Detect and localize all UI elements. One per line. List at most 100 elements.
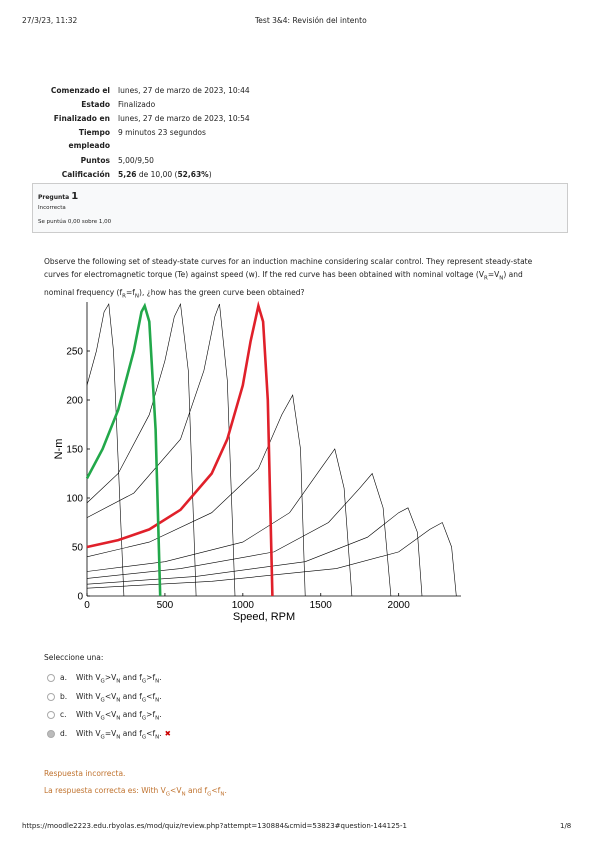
- text: .: [159, 710, 162, 719]
- text: ) and nominal frequency (f: [44, 270, 523, 297]
- option-text: With VG=VN and fG<fN. ✖: [76, 729, 171, 741]
- text: lunes, 27 de marzo de 2023, 10:44: [118, 86, 250, 95]
- summary-value: 9 minutos 23 segundos: [118, 126, 206, 139]
- curve: [86, 303, 236, 597]
- subscript: G: [141, 697, 147, 703]
- text: Observe the following set of steady-stat…: [44, 257, 533, 279]
- summary-label: Calificación: [61, 170, 110, 179]
- subscript: N: [116, 678, 121, 685]
- chart: 0 50 100 150 200 250 0 500 1000 1500 2000 Speed, RP…: [53, 300, 461, 623]
- text: >f: [146, 710, 156, 719]
- question-state: Incorrecta: [38, 205, 66, 211]
- text: >V: [104, 673, 117, 682]
- y-tick-label: 0: [77, 592, 83, 603]
- y-tick-label: 150: [66, 445, 83, 456]
- question-number: 1: [71, 191, 79, 202]
- text: With V: [76, 691, 101, 701]
- radio: [47, 711, 55, 719]
- option-letter: c.: [60, 710, 67, 719]
- footer-page: 1/8: [560, 822, 572, 830]
- subscript: G: [141, 734, 147, 740]
- curve: [86, 522, 457, 597]
- option-letter: a.: [60, 673, 67, 682]
- text: <V: [170, 786, 182, 795]
- subscript: G: [141, 678, 147, 685]
- text: <V: [104, 710, 117, 719]
- subscript: G: [100, 734, 105, 740]
- print-datetime: 27/3/23, 11:32: [22, 16, 78, 25]
- summary-label: Puntos: [80, 156, 110, 165]
- subscript: N: [134, 293, 140, 299]
- summary-label: Finalizado en: [53, 114, 110, 123]
- x-tick-label: 0: [84, 600, 90, 611]
- curve: [86, 507, 423, 597]
- text: =V: [487, 270, 500, 279]
- curve: [86, 472, 392, 597]
- curve: [86, 303, 125, 597]
- option-letter: d.: [60, 728, 68, 738]
- subscript: R: [483, 275, 488, 282]
- curve: [86, 448, 353, 597]
- question-grade: Se puntúa 0,00 sobre 1,00: [38, 219, 112, 225]
- question-label: Pregunta: [38, 194, 70, 201]
- summary-label: Estado: [81, 100, 110, 109]
- bold-text: 52,63%: [177, 170, 209, 179]
- radio: [47, 674, 55, 682]
- text: .: [159, 728, 162, 738]
- text: .: [159, 673, 162, 682]
- text: With V: [76, 710, 101, 719]
- subscript: N: [220, 791, 225, 798]
- prompt: Seleccione una:: [44, 653, 104, 662]
- radio: [47, 729, 55, 738]
- text: <f: [146, 728, 156, 738]
- subscript: N: [155, 734, 160, 740]
- text: >f: [146, 673, 156, 682]
- x-tick-label: 1500: [310, 600, 333, 611]
- text: .: [224, 786, 227, 795]
- summary-label: Comenzado el: [50, 86, 110, 95]
- x-tick-label: 500: [157, 600, 174, 611]
- text: de 10,00 (: [136, 170, 178, 179]
- footer-url: https://moodle2223.edu.rbyolas.es/mod/qu…: [22, 822, 407, 830]
- y-tick-label: 100: [66, 494, 83, 505]
- subscript: R: [122, 293, 126, 299]
- feedback-result: Respuesta incorrecta.: [44, 769, 126, 778]
- subscript: N: [181, 791, 186, 798]
- option-letter: b.: [60, 691, 68, 701]
- subscript: N: [499, 275, 504, 282]
- text: .: [159, 691, 162, 701]
- text: Finalizado: [118, 100, 156, 109]
- option-text: With VG<VN and fG<fN.: [76, 692, 162, 704]
- summary-value: 5,00/9,50: [118, 154, 154, 167]
- subscript: G: [207, 791, 212, 798]
- summary-value: Finalizado: [118, 98, 155, 111]
- y-tick-label: 250: [66, 347, 83, 358]
- subscript: N: [155, 697, 160, 703]
- option-text: With VG>VN and fG>fN.: [76, 673, 162, 685]
- text: <f: [146, 691, 156, 701]
- text: lunes, 27 de marzo de 2023, 10:54: [118, 114, 250, 123]
- option-text: With VG<VN and fG>fN.: [76, 710, 162, 722]
- bold-text: 5,26: [118, 170, 137, 179]
- curve: [85, 302, 162, 597]
- text: With V: [76, 673, 101, 682]
- subscript: G: [100, 697, 105, 703]
- y-axis-label: N-m: [53, 439, 65, 460]
- text: With V: [76, 728, 101, 738]
- subscript: N: [116, 715, 121, 722]
- subscript: G: [100, 678, 105, 685]
- text: <V: [104, 691, 117, 701]
- text: La respuesta correcta es: With V: [44, 786, 166, 795]
- summary-value: lunes, 27 de marzo de 2023, 10:44: [118, 84, 250, 97]
- text: and f: [120, 710, 142, 719]
- y-tick-label: 50: [72, 543, 84, 554]
- text: ): [208, 170, 212, 179]
- x-tick-label: 1000: [232, 600, 255, 611]
- text: and f: [120, 673, 142, 682]
- curve: [86, 302, 197, 597]
- text: 5,00/9,50: [118, 156, 154, 165]
- subscript: N: [155, 715, 160, 722]
- summary-label: Tiempo empleado: [68, 128, 110, 150]
- subscript: N: [155, 678, 160, 685]
